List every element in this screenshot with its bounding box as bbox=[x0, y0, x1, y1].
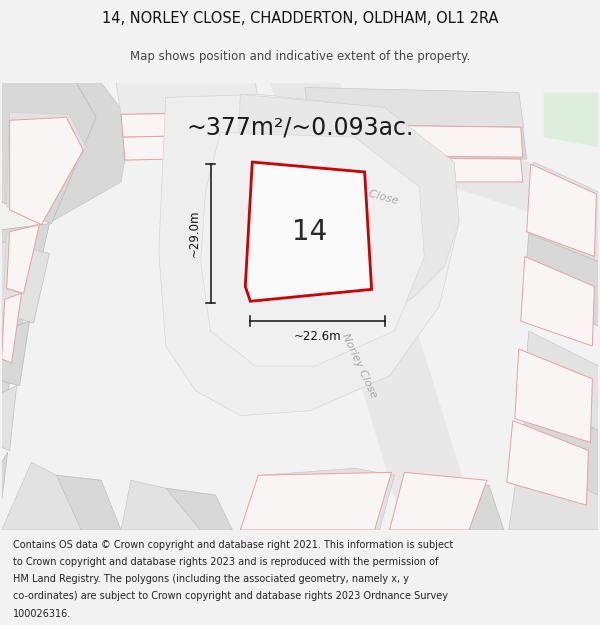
Text: ~377m²/~0.093ac.: ~377m²/~0.093ac. bbox=[187, 115, 413, 139]
Text: HM Land Registry. The polygons (including the associated geometry, namely x, y: HM Land Registry. The polygons (includin… bbox=[13, 574, 409, 584]
Polygon shape bbox=[389, 472, 487, 530]
Text: ~22.6m: ~22.6m bbox=[293, 329, 341, 342]
Text: Contains OS data © Crown copyright and database right 2021. This information is : Contains OS data © Crown copyright and d… bbox=[13, 539, 454, 549]
Text: Norley Close: Norley Close bbox=[340, 332, 379, 400]
Polygon shape bbox=[521, 256, 595, 346]
Text: 100026316.: 100026316. bbox=[13, 609, 71, 619]
Polygon shape bbox=[116, 82, 260, 114]
Polygon shape bbox=[527, 164, 596, 256]
Text: co-ordinates) are subject to Crown copyright and database rights 2023 Ordnance S: co-ordinates) are subject to Crown copyr… bbox=[13, 591, 448, 601]
Polygon shape bbox=[312, 124, 527, 159]
Polygon shape bbox=[524, 234, 598, 326]
Polygon shape bbox=[2, 293, 22, 363]
Polygon shape bbox=[7, 225, 40, 293]
Polygon shape bbox=[123, 134, 260, 160]
Polygon shape bbox=[305, 88, 524, 128]
Text: ~29.0m: ~29.0m bbox=[188, 210, 201, 258]
Polygon shape bbox=[245, 162, 371, 301]
Polygon shape bbox=[2, 82, 96, 224]
Text: 14: 14 bbox=[292, 217, 328, 246]
Text: 14, NORLEY CLOSE, CHADDERTON, OLDHAM, OL1 2RA: 14, NORLEY CLOSE, CHADDERTON, OLDHAM, OL… bbox=[102, 11, 498, 26]
Text: Map shows position and indicative extent of the property.: Map shows position and indicative extent… bbox=[130, 49, 470, 62]
Polygon shape bbox=[10, 118, 83, 225]
Text: to Crown copyright and database rights 2023 and is reproduced with the permissio: to Crown copyright and database rights 2… bbox=[13, 557, 439, 567]
Polygon shape bbox=[121, 480, 215, 530]
Polygon shape bbox=[544, 92, 598, 147]
Polygon shape bbox=[126, 112, 265, 136]
Polygon shape bbox=[519, 396, 598, 495]
Polygon shape bbox=[507, 421, 589, 505]
Polygon shape bbox=[389, 472, 487, 530]
Polygon shape bbox=[2, 462, 101, 530]
Polygon shape bbox=[4, 224, 40, 293]
Polygon shape bbox=[2, 242, 49, 323]
Polygon shape bbox=[444, 478, 504, 530]
Text: Norley Close: Norley Close bbox=[329, 178, 400, 206]
Polygon shape bbox=[515, 349, 592, 442]
Polygon shape bbox=[2, 224, 49, 301]
Polygon shape bbox=[509, 461, 598, 530]
Polygon shape bbox=[2, 98, 598, 256]
Polygon shape bbox=[56, 475, 121, 530]
Polygon shape bbox=[200, 132, 424, 366]
Polygon shape bbox=[2, 369, 11, 431]
Polygon shape bbox=[2, 321, 29, 386]
Polygon shape bbox=[2, 82, 131, 222]
Polygon shape bbox=[241, 472, 391, 530]
Polygon shape bbox=[524, 331, 598, 431]
Polygon shape bbox=[310, 157, 523, 182]
Polygon shape bbox=[529, 162, 598, 261]
Polygon shape bbox=[209, 94, 459, 353]
Polygon shape bbox=[241, 468, 394, 530]
Polygon shape bbox=[166, 488, 232, 530]
Polygon shape bbox=[121, 112, 258, 138]
Polygon shape bbox=[2, 452, 8, 500]
Polygon shape bbox=[2, 386, 17, 451]
Polygon shape bbox=[270, 82, 479, 530]
Polygon shape bbox=[159, 94, 459, 416]
Polygon shape bbox=[2, 301, 26, 369]
Polygon shape bbox=[308, 124, 523, 157]
Polygon shape bbox=[7, 112, 86, 222]
